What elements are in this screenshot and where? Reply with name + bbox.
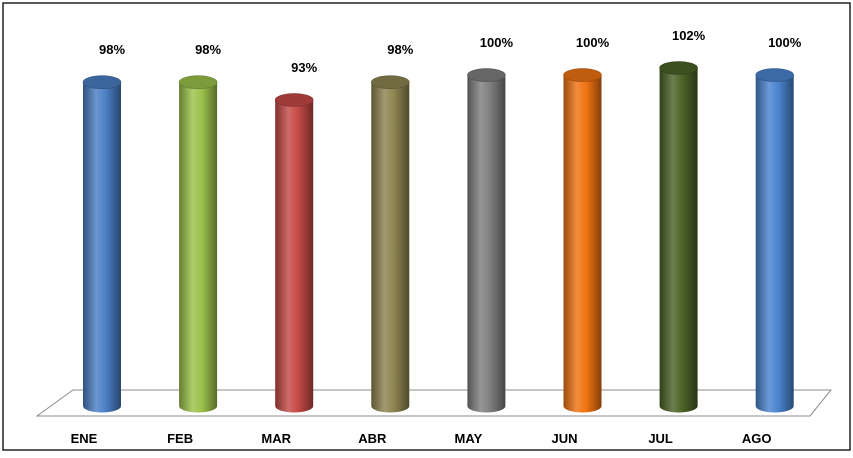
tick-label: ABR <box>358 431 387 446</box>
data-label: 100% <box>480 35 514 50</box>
bar-body <box>83 82 121 413</box>
data-label: 100% <box>768 35 802 50</box>
bar-top <box>659 61 698 75</box>
bar-body <box>467 75 506 413</box>
bar-top <box>274 93 314 107</box>
bar-ene <box>82 75 122 413</box>
data-label: 100% <box>576 35 610 50</box>
chart-floor <box>35 389 833 417</box>
bar-body <box>371 82 410 413</box>
bar-top <box>563 68 602 82</box>
tick-label: MAR <box>261 431 291 446</box>
bar-top <box>82 75 122 90</box>
bar-top <box>178 75 218 90</box>
data-label: 98% <box>195 42 221 57</box>
bar-top <box>755 68 795 82</box>
data-labels-group: 98% 98% 93% 98% 100% 100% 102% 100% <box>99 28 802 75</box>
tick-label: JUL <box>648 431 673 446</box>
tick-label: JUN <box>551 431 577 446</box>
bar-body <box>755 75 794 413</box>
bar-top <box>467 68 506 82</box>
bar-jul <box>659 61 698 413</box>
tick-label: AGO <box>742 431 772 446</box>
data-label: 98% <box>387 42 413 57</box>
bar-ago <box>755 68 795 413</box>
bar-body <box>179 82 218 413</box>
bar-top <box>370 75 410 90</box>
bars-group <box>82 61 795 413</box>
data-label: 102% <box>672 28 706 43</box>
bar-jun <box>563 68 602 413</box>
bar-body <box>563 75 602 413</box>
tick-label: ENE <box>71 431 98 446</box>
bar-body <box>275 100 314 413</box>
bar-mar <box>274 93 314 413</box>
data-label: 93% <box>291 60 317 75</box>
bar-feb <box>178 75 218 413</box>
bar-may <box>467 68 506 413</box>
tick-label: FEB <box>167 431 193 446</box>
bar-body <box>659 68 698 413</box>
tick-label: MAY <box>455 431 483 446</box>
data-label: 98% <box>99 42 125 57</box>
x-axis-tick-labels: ENE FEB MAR ABR MAY JUN JUL AGO <box>71 431 772 446</box>
chart-border <box>2 2 851 451</box>
bar-abr <box>370 75 410 413</box>
